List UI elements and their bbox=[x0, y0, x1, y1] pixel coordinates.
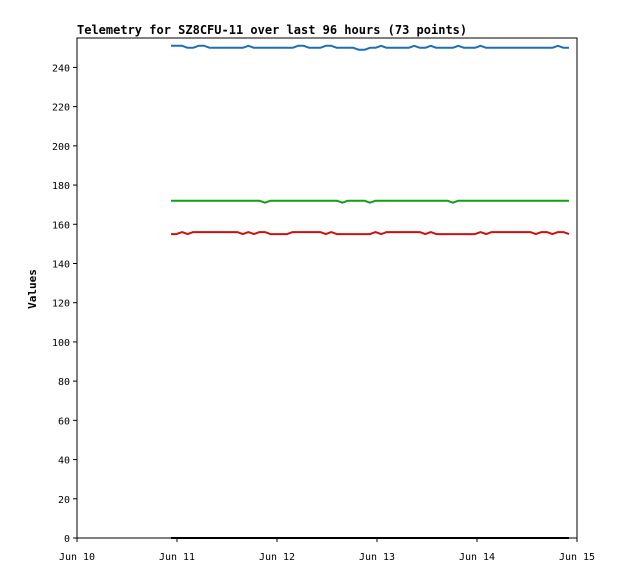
chart-title: Telemetry for SZ8CFU-11 over last 96 hou… bbox=[77, 23, 467, 37]
y-tick-label: 120 bbox=[52, 299, 70, 310]
plot-frame bbox=[76, 37, 578, 539]
series-line-3 bbox=[171, 231, 570, 236]
x-tick-label: Jun 14 bbox=[459, 552, 495, 563]
x-tick-label: Jun 12 bbox=[259, 552, 295, 563]
y-tick-label: 40 bbox=[58, 456, 70, 467]
y-axis: 0 20 40 60 80 100 120 140 160 180 200 220 240 bbox=[52, 63, 77, 545]
y-tick-label: 160 bbox=[52, 220, 70, 231]
x-tick-label: Jun 10 bbox=[59, 552, 95, 563]
y-tick-label: 60 bbox=[58, 416, 70, 427]
y-tick-label: 140 bbox=[52, 259, 70, 270]
series-line-1 bbox=[171, 44, 569, 51]
y-tick-label: 0 bbox=[64, 534, 70, 545]
y-tick-label: 220 bbox=[52, 103, 70, 114]
series-layer bbox=[171, 44, 570, 539]
y-tick-label: 180 bbox=[52, 181, 70, 192]
x-axis: Jun 10 Jun 11 Jun 12 Jun 13 Jun 14 Jun 15 bbox=[59, 538, 595, 563]
y-tick-label: 240 bbox=[52, 63, 70, 74]
y-tick-label: 80 bbox=[58, 377, 70, 388]
y-tick-label: 20 bbox=[58, 495, 70, 506]
y-tick-label: 200 bbox=[52, 142, 70, 153]
y-axis-label: Values bbox=[26, 269, 39, 309]
series-line-2 bbox=[171, 199, 569, 204]
x-tick-label: Jun 11 bbox=[159, 552, 195, 563]
x-tick-label: Jun 15 bbox=[559, 552, 595, 563]
y-tick-label: 100 bbox=[52, 338, 70, 349]
x-tick-label: Jun 13 bbox=[359, 552, 395, 563]
